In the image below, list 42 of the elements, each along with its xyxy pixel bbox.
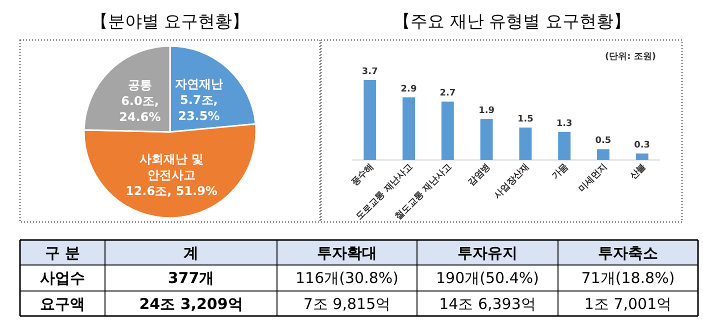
bar — [364, 80, 376, 160]
x-tick-label: 산불 — [628, 162, 648, 182]
text: 구 분 — [44, 244, 80, 262]
category-label: 요구액 — [40, 295, 85, 313]
data-label: 2.9 — [400, 84, 417, 94]
category-label: 투자유지 — [458, 244, 518, 262]
data-label: 1.3 — [556, 118, 572, 129]
text: 1조 7,001억 — [584, 295, 672, 313]
chart-title: 【주요 재난 유형별 요구현황】 — [393, 12, 631, 32]
category-label: 계 — [184, 244, 198, 262]
bar — [402, 97, 415, 160]
bar — [636, 154, 648, 160]
slice-label: 자연재난 — [174, 77, 223, 92]
text: 190개(50.4%) — [436, 269, 539, 287]
bar — [558, 132, 571, 160]
text: 7조 9,815억 — [303, 295, 391, 313]
category-label: 투자축소 — [598, 244, 658, 262]
bar — [597, 149, 610, 160]
bar — [441, 102, 454, 160]
data-label: 1.5 — [517, 114, 534, 125]
text: 24조 3,209억 — [139, 295, 243, 313]
data-label: 0.3 — [634, 140, 650, 151]
text: 71개(18.8%) — [581, 269, 675, 287]
data-label: 0.5 — [595, 136, 612, 146]
data-label: 5.7조, 23.5% — [178, 93, 220, 124]
text: 116개(30.8%) — [296, 269, 398, 287]
bar — [519, 128, 532, 160]
slice-label: 사회재난 및 안전사고 — [139, 152, 204, 182]
data-label: 2.7 — [440, 88, 456, 99]
category-label: 투자확대 — [317, 244, 377, 262]
text: (단위: 조원) — [605, 52, 656, 62]
text: 14조 6,393억 — [439, 295, 536, 313]
data-label: 6.0조, 24.6% — [119, 94, 161, 124]
bar — [480, 118, 493, 160]
data-label: 12.6조, 51.9% — [125, 184, 218, 198]
text: 377개 — [168, 269, 214, 287]
category-label: 사업수 — [40, 269, 85, 287]
data-label: 3.7 — [362, 67, 378, 77]
data-label: 1.9 — [478, 106, 495, 116]
x-tick-label: 가뭄 — [550, 162, 570, 182]
slice-label: 공통 — [128, 78, 152, 92]
chart-title: 【분야별 요구현황】 — [90, 12, 250, 32]
